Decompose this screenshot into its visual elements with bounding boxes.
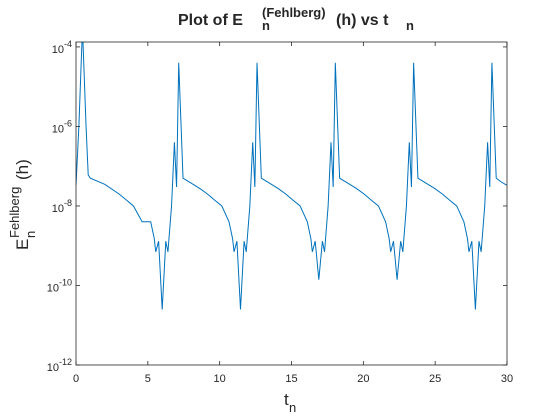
xlabel-sub: n	[289, 400, 296, 415]
title-sub: n	[406, 18, 414, 33]
ylabel-sup: Fehlberg	[7, 187, 22, 238]
xlabel-part: t	[284, 390, 289, 409]
y-tick-label: 10-10	[47, 277, 72, 294]
y-axis-label: E n Fehlberg (h)	[4, 159, 39, 250]
title-part: (h) vs t	[336, 12, 389, 29]
ylabel-part: E	[13, 239, 32, 250]
x-tick-label: 10	[214, 373, 226, 385]
x-tick-label: 20	[357, 373, 369, 385]
x-axis-label: t n	[284, 390, 296, 415]
x-tick-label: 25	[429, 373, 441, 385]
x-tick-label: 30	[501, 373, 513, 385]
x-tick-label: 5	[145, 373, 151, 385]
chart-title: Plot of E n (Fehlberg) (h) vs t n	[178, 4, 414, 34]
y-tick-label: 10-6	[52, 118, 72, 135]
y-tick-label: 10-4	[52, 39, 72, 56]
y-tick-label: 10-12	[47, 357, 72, 374]
title-sub: n	[262, 18, 270, 33]
x-tick-label: 15	[285, 373, 297, 385]
ylabel-sub: n	[23, 231, 38, 238]
title-sup: (Fehlberg)	[262, 5, 326, 20]
x-tick-label: 0	[73, 373, 79, 385]
y-tick-label: 10-8	[52, 198, 72, 215]
y-axis-label-group: E n Fehlberg (h)	[4, 159, 39, 250]
title-part: Plot of E	[178, 12, 243, 29]
ylabel-part: (h)	[13, 159, 32, 180]
data-line	[76, 42, 507, 310]
